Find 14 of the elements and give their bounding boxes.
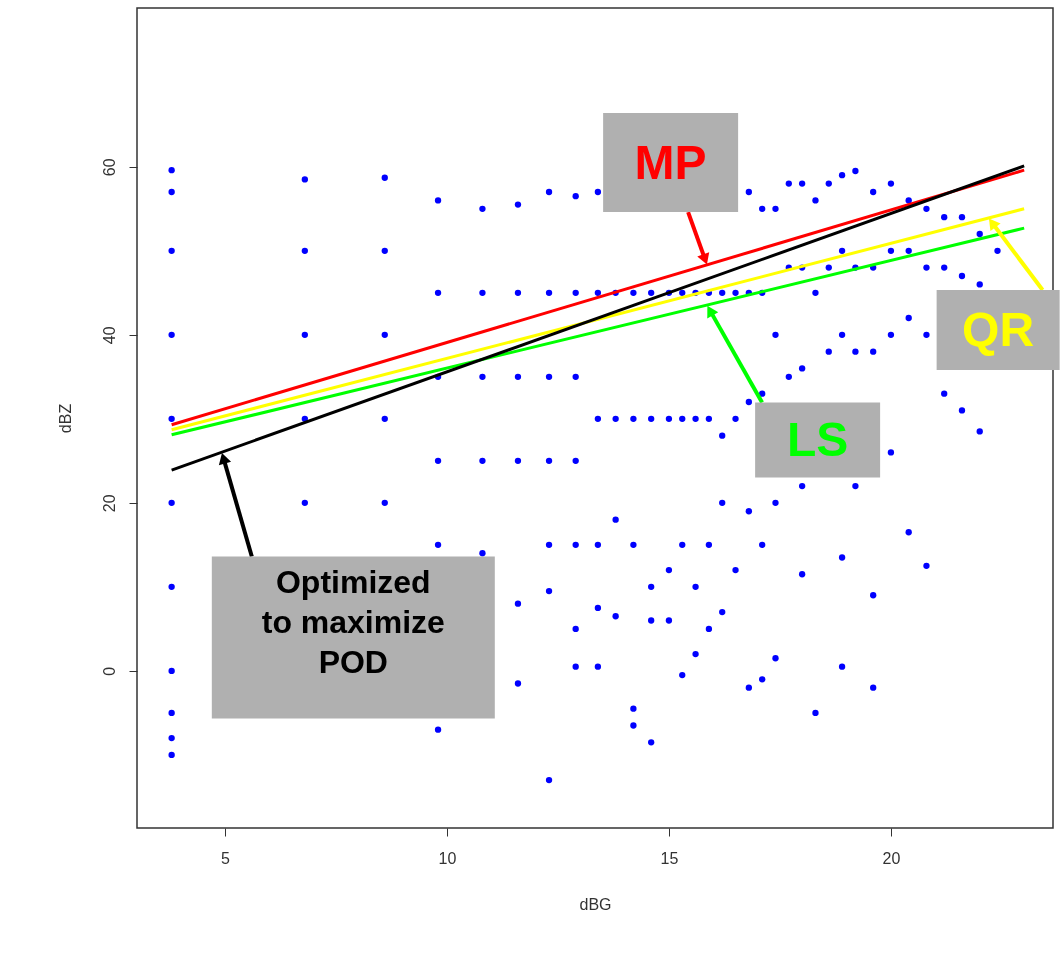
- annotation: MP: [634, 135, 707, 189]
- y-axis-title: dBZ: [56, 403, 74, 434]
- y-tick-label: 0: [100, 666, 118, 676]
- x-tick-label: 5: [220, 849, 230, 867]
- y-tick-label: 60: [100, 158, 118, 177]
- x-tick-label: 15: [660, 849, 679, 867]
- x-tick-label: 10: [438, 849, 457, 867]
- annotation: LS: [786, 412, 849, 466]
- x-tick-label: 20: [882, 849, 901, 867]
- y-tick-label: 20: [100, 494, 118, 513]
- annotation: Optimized to maximize POD: [261, 564, 445, 681]
- annotation: QR: [962, 303, 1035, 357]
- y-tick-label: 40: [100, 326, 118, 345]
- x-axis-title: dBG: [579, 895, 612, 913]
